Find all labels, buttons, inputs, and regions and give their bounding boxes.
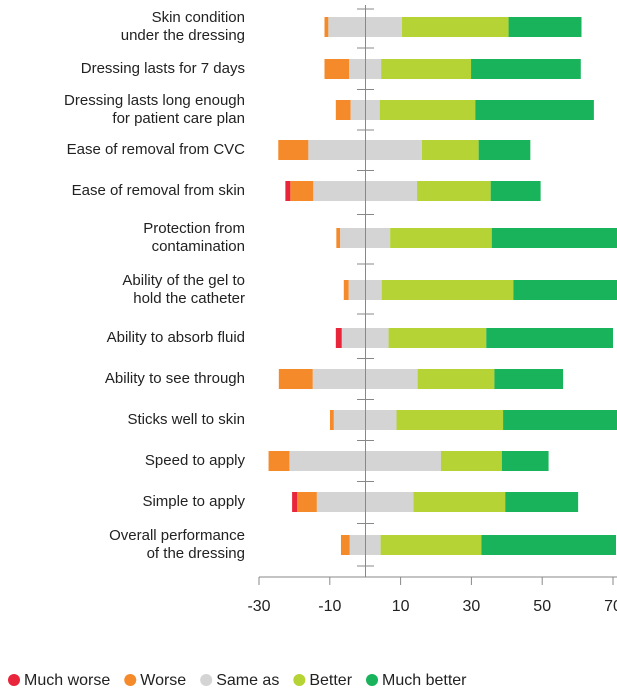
bar-segment <box>501 451 549 471</box>
x-tick-label: -10 <box>318 598 341 615</box>
bar-segment <box>390 228 492 248</box>
category-label-line: of the dressing <box>147 545 245 562</box>
legend-swatch <box>124 674 137 686</box>
category-label-line: Ability to see through <box>105 370 245 387</box>
legend-label: Much better <box>382 672 467 689</box>
legend-swatch <box>293 674 306 686</box>
bar-segment <box>471 59 581 79</box>
legend-label: Better <box>309 672 352 689</box>
bar-segment <box>503 410 617 430</box>
bar-segment <box>335 328 342 348</box>
x-tick-label: 30 <box>463 598 481 615</box>
bar-segment <box>379 100 476 120</box>
category-label-line: Dressing lasts long enough <box>64 92 245 109</box>
bar-segment <box>336 228 341 248</box>
bar-segment <box>381 59 472 79</box>
category-label: Ability to absorb fluid <box>107 329 245 346</box>
bar-segment <box>478 140 531 160</box>
category-label: Protection from contamination <box>143 220 245 255</box>
category-label: Skin condition under the dressing <box>121 9 245 44</box>
category-label-line: Simple to apply <box>142 493 245 510</box>
bar-segment <box>486 328 613 348</box>
bar-segment <box>475 100 594 120</box>
category-label: Sticks well to skin <box>127 411 245 428</box>
bar-segment <box>402 17 509 37</box>
category-label: Ease of removal from skin <box>72 182 245 199</box>
category-label: Dressing lasts for 7 days <box>81 60 245 77</box>
category-label-line: Ease of removal from CVC <box>67 141 246 158</box>
bar-segment <box>440 451 502 471</box>
category-label-line: contamination <box>152 238 245 255</box>
bar-segment <box>292 492 298 512</box>
category-label-line: Overall performance <box>109 527 245 544</box>
bar-segment <box>491 228 617 248</box>
category-label-line: hold the catheter <box>133 290 245 307</box>
category-label-line: Skin condition <box>152 9 245 26</box>
x-tick-label: 50 <box>533 598 551 615</box>
bar-segment <box>268 451 290 471</box>
bar-segment <box>417 369 495 389</box>
bar-segment <box>381 280 514 300</box>
category-label-line: Ability of the gel to <box>122 272 245 289</box>
bar-segment <box>335 100 351 120</box>
category-label: Speed to apply <box>145 452 246 469</box>
bar-segment <box>508 17 582 37</box>
bar-segment <box>329 410 334 430</box>
legend-swatch <box>200 674 213 686</box>
bar-segment <box>422 140 479 160</box>
x-tick-label: 10 <box>392 598 410 615</box>
legend-label: Same as <box>216 672 279 689</box>
category-label-line: Speed to apply <box>145 452 246 469</box>
category-label-line: Ease of removal from skin <box>72 182 245 199</box>
bar-segment <box>278 140 309 160</box>
bar-segment <box>380 535 482 555</box>
bar-segment <box>285 181 291 201</box>
category-label-line: under the dressing <box>121 27 245 44</box>
bar-segment <box>413 492 506 512</box>
category-label-line: for patient care plan <box>112 110 245 127</box>
category-label: Ease of removal from CVC <box>67 141 246 158</box>
x-tick-label: 70 <box>604 598 617 615</box>
category-label: Simple to apply <box>142 493 245 510</box>
bar-segment <box>417 181 491 201</box>
bar-segment <box>290 181 314 201</box>
bar-segment <box>490 181 541 201</box>
bar-segment <box>343 280 349 300</box>
category-label: Dressing lasts long enough for patient ca… <box>64 92 245 127</box>
bar-segment <box>324 17 329 37</box>
bar-segment <box>505 492 579 512</box>
bar-segment <box>494 369 564 389</box>
bar-segment <box>297 492 317 512</box>
bar-segment <box>340 535 350 555</box>
legend-label: Worse <box>140 672 186 689</box>
legend-swatch <box>8 674 20 686</box>
category-label: Ability of the gel to hold the catheter <box>122 272 245 307</box>
bar-segment <box>324 59 350 79</box>
legend-label: Much worse <box>24 672 110 689</box>
category-label-line: Dressing lasts for 7 days <box>81 60 245 77</box>
category-label-line: Protection from <box>143 220 245 237</box>
bar-segment <box>278 369 313 389</box>
bar-segment <box>513 280 617 300</box>
bar-segment <box>396 410 504 430</box>
category-label-line: Ability to absorb fluid <box>107 329 245 346</box>
bar-segment <box>388 328 487 348</box>
bar-segment <box>481 535 617 555</box>
category-label: Ability to see through <box>105 370 245 387</box>
legend-swatch <box>366 674 379 686</box>
category-label: Overall performance of the dressing <box>109 527 245 562</box>
x-tick-label: -30 <box>247 598 270 615</box>
category-label-line: Sticks well to skin <box>127 411 245 428</box>
